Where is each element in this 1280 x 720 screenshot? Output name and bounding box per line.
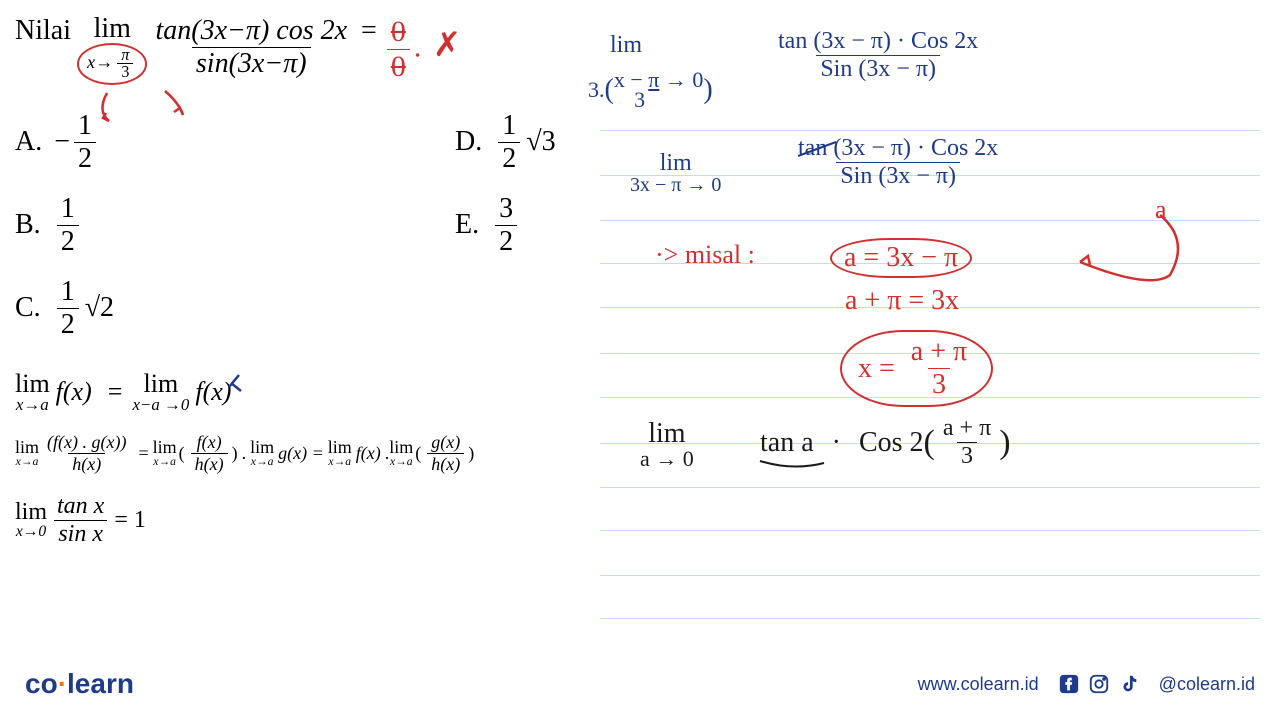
question-panel: Nilai lim x→π3 tan(3x−π) cos 2x sin(3x−π…: [15, 15, 615, 566]
hw-lim4: lim a → 0: [640, 418, 694, 470]
hw-expr4: tan a · Cos 2 ( a + π3 ): [760, 415, 1011, 470]
hw-lim1-sub: 3. ( x − π → 0 3 ): [588, 70, 713, 110]
hw-lim2: lim 3x − π → 0: [630, 150, 721, 195]
formula-hints: limx→a f(x) = limx−a →0 f(x) limx→a (f(x…: [15, 371, 615, 548]
rule-line: [600, 487, 1260, 488]
footer-url: www.colearn.id: [918, 674, 1039, 695]
instagram-icon: [1087, 672, 1111, 696]
rule-line: [600, 618, 1260, 619]
hw-frac1: tan (3x − π) · Cos 2x Sin (3x − π): [770, 28, 986, 83]
rule-line: [600, 575, 1260, 576]
hw-misal-2: a + π = 3x: [845, 285, 959, 317]
formula-3: limx→0 tan xsin x = 1: [15, 493, 615, 548]
footer: co·learn www.colearn.id @colearn.id: [25, 668, 1255, 700]
hw-lim1: lim: [610, 32, 642, 59]
red-arrows-annotation: [87, 63, 197, 133]
social-icons: [1057, 672, 1141, 696]
colearn-logo: co·learn: [25, 668, 134, 700]
formula-1: limx→a f(x) = limx−a →0 f(x): [15, 371, 615, 414]
option-b: B. 12: [15, 193, 135, 258]
option-e: E. 32: [455, 193, 575, 258]
question-prefix: Nilai: [15, 15, 71, 47]
hw-misal-label: ·> misal :: [655, 240, 755, 270]
zero-over-zero-annotation: 00. ✗: [383, 15, 462, 84]
option-d: D. 12 √3: [455, 110, 575, 175]
facebook-icon: [1057, 672, 1081, 696]
hw-misal-3: x = a + π3: [840, 330, 993, 407]
footer-right: www.colearn.id @colearn.id: [918, 672, 1255, 696]
answer-options: A. − 12 D. 12 √3 B. 12 E. 32: [15, 110, 615, 341]
hw-misal-1: a = 3x − π: [830, 238, 972, 278]
logo-dot-icon: ·: [58, 668, 67, 699]
rule-line: [600, 530, 1260, 531]
strike-tan: [798, 140, 838, 160]
formula-2: limx→a (f(x) . g(x))h(x) = limx→a (f(x)h…: [15, 432, 615, 475]
blue-tick-mark: [227, 373, 257, 393]
rule-line: [600, 130, 1260, 131]
option-c: C. 12 √2: [15, 276, 135, 341]
tiktok-icon: [1117, 672, 1141, 696]
red-curve-arrow: [1060, 200, 1200, 290]
footer-handle: @colearn.id: [1159, 674, 1255, 695]
